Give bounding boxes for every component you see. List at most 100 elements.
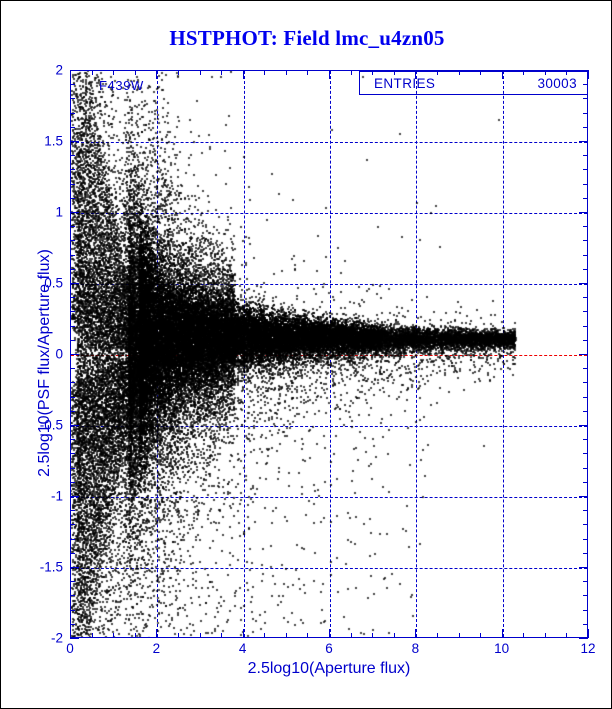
y-tick-major [70, 567, 79, 568]
y-tick-right [579, 496, 588, 497]
y-tick-major [70, 141, 79, 142]
y-tick-right [583, 382, 588, 384]
y-tick-minor [70, 311, 75, 313]
x-tick-top [177, 70, 179, 75]
y-tick-right [583, 368, 588, 370]
y-tick-major [70, 283, 79, 284]
y-tick-label: 1 [55, 204, 63, 220]
x-tick-top [523, 70, 525, 75]
x-tick-top [242, 70, 244, 79]
y-tick-major [70, 425, 79, 426]
x-tick-label: 6 [325, 641, 333, 656]
x-tick-top [156, 70, 158, 79]
x-tick-minor [566, 633, 568, 638]
entries-value: 30003 [537, 75, 577, 91]
x-tick-top [544, 70, 546, 75]
y-tick-right [583, 254, 588, 256]
x-tick-major [415, 629, 417, 638]
y-tick-right [579, 638, 588, 639]
y-tick-right [583, 524, 588, 526]
y-tick-label: 0.5 [44, 275, 63, 291]
x-tick-top [91, 70, 93, 75]
scatter-points [71, 71, 587, 637]
y-tick-minor [70, 524, 75, 526]
x-tick-top [350, 70, 352, 75]
x-tick-label: 10 [494, 641, 510, 656]
x-tick-major [242, 629, 244, 638]
y-tick-right [583, 169, 588, 171]
y-tick-major [70, 496, 79, 497]
y-tick-minor [70, 155, 75, 157]
x-axis-title: 2.5log10(Aperture flux) [247, 660, 411, 677]
y-tick-minor [70, 268, 75, 270]
x-tick-top [307, 70, 309, 75]
y-tick-right [583, 325, 588, 327]
x-tick-minor [436, 633, 438, 638]
x-tick-minor [307, 633, 309, 638]
y-tick-right [583, 297, 588, 299]
y-axis-title: 2.5log10(PSF flux/Aperture flux) [36, 249, 53, 477]
y-tick-right [583, 183, 588, 185]
y-tick-right [583, 112, 588, 114]
y-tick-right [583, 481, 588, 483]
y-tick-minor [70, 297, 75, 299]
y-tick-minor [70, 410, 75, 412]
x-tick-minor [199, 633, 201, 638]
y-tick-minor [70, 481, 75, 483]
x-tick-top [588, 70, 589, 79]
y-tick-minor [70, 169, 75, 171]
y-tick-right [583, 311, 588, 313]
y-tick-minor [70, 439, 75, 441]
y-tick-major [70, 638, 79, 639]
x-tick-top [199, 70, 201, 75]
y-tick-right [579, 354, 588, 355]
x-tick-minor [544, 633, 546, 638]
y-tick-minor [70, 623, 75, 625]
y-tick-label: -1 [50, 488, 63, 504]
x-tick-minor [91, 633, 93, 638]
y-tick-minor [70, 339, 75, 341]
y-tick-right [583, 439, 588, 441]
x-tick-top [113, 70, 115, 75]
y-tick-minor [70, 254, 75, 256]
x-tick-minor [113, 633, 115, 638]
y-tick-label: 0 [55, 346, 63, 362]
y-tick-right [583, 240, 588, 242]
x-tick-top [264, 70, 266, 75]
y-tick-minor [70, 368, 75, 370]
plot-frame: F439W ENTRIES 30003 [70, 70, 588, 638]
x-tick-top [70, 70, 71, 79]
entries-label: ENTRIES [374, 75, 436, 91]
y-tick-label: 1.5 [44, 133, 63, 149]
filter-label: F439W [99, 78, 144, 93]
y-tick-label: -0.5 [39, 417, 63, 433]
y-tick-minor [70, 325, 75, 327]
page-title: HSTPHOT: Field lmc_u4zn05 [169, 26, 445, 50]
x-tick-label: 2 [152, 641, 161, 656]
y-tick-minor [70, 197, 75, 199]
y-tick-right [579, 212, 588, 213]
y-tick-right [583, 126, 588, 128]
y-tick-label: -2 [50, 630, 63, 646]
y-tick-right [583, 197, 588, 199]
x-tick-major [329, 629, 330, 638]
y-tick-minor [70, 453, 75, 455]
x-tick-label: 8 [411, 641, 420, 656]
x-tick-minor [177, 633, 179, 638]
y-tick-right [583, 410, 588, 412]
y-tick-right [583, 595, 588, 597]
y-tick-right [583, 396, 588, 398]
x-tick-minor [350, 633, 352, 638]
y-tick-right [583, 226, 588, 228]
x-tick-label: 0 [66, 641, 74, 656]
x-tick-top [285, 70, 287, 75]
y-tick-right [583, 453, 588, 455]
y-tick-right [583, 623, 588, 625]
y-tick-right [583, 339, 588, 341]
y-tick-minor [70, 581, 75, 583]
y-tick-minor [70, 467, 75, 469]
y-tick-right [579, 141, 588, 142]
y-tick-major [70, 70, 79, 71]
y-tick-major [70, 354, 79, 355]
